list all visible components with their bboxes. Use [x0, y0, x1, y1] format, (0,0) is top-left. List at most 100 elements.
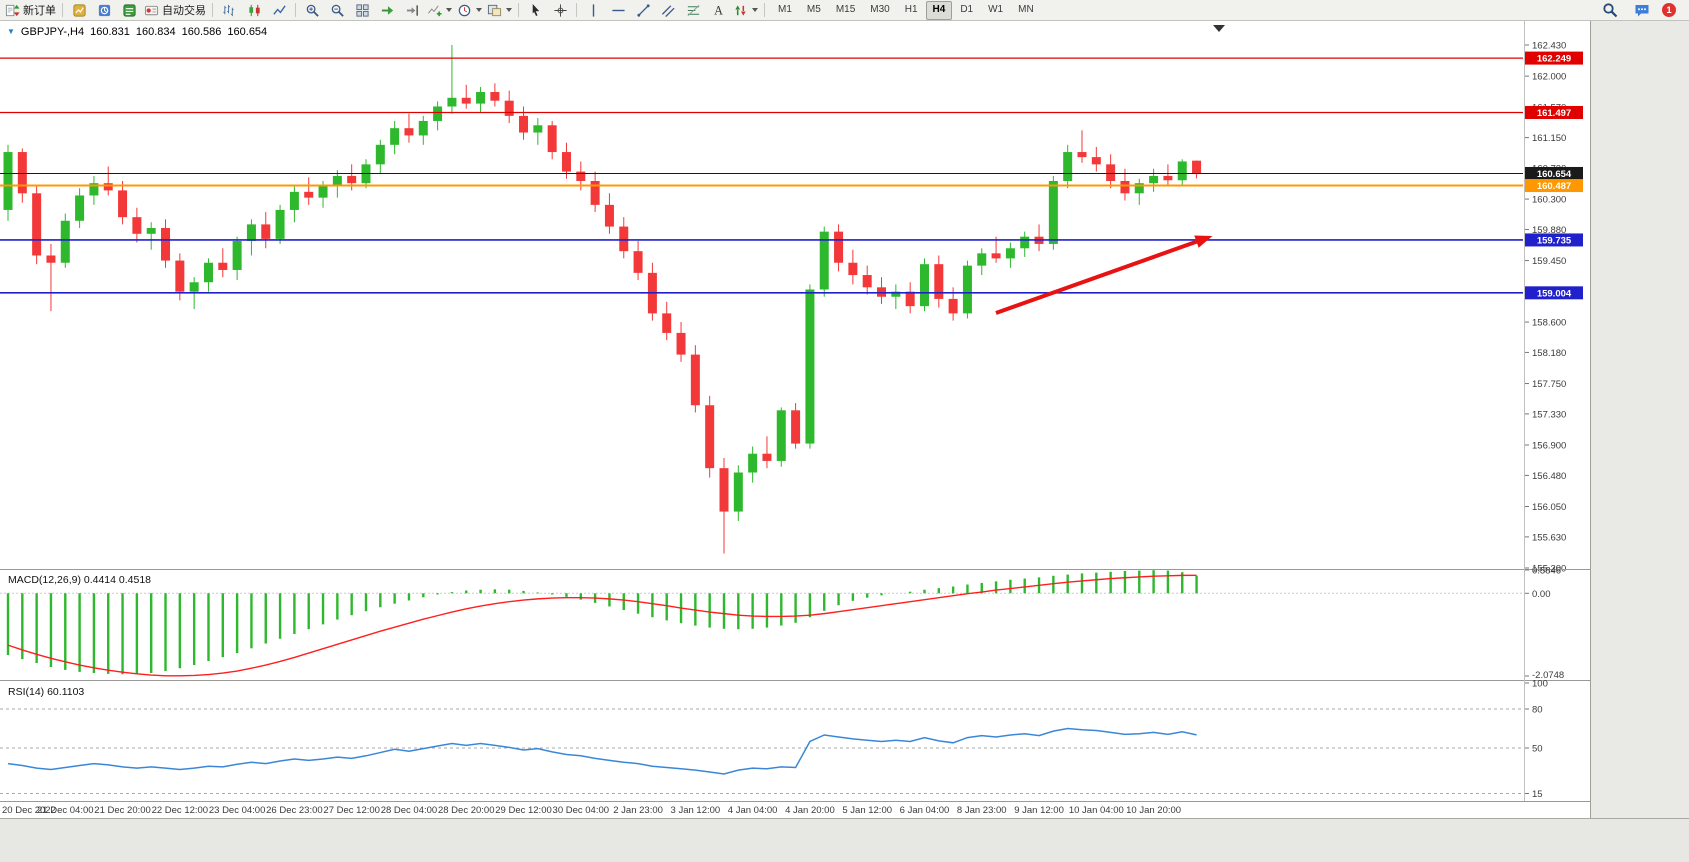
svg-text:15: 15 [1532, 789, 1543, 800]
svg-text:160.654: 160.654 [1537, 169, 1572, 180]
chart-shift-button[interactable] [400, 1, 424, 20]
cursor-icon [528, 3, 543, 18]
timeframe-w1[interactable]: W1 [981, 1, 1010, 20]
terminal-icon [122, 3, 137, 18]
trendline-button[interactable] [631, 1, 655, 20]
notifications-badge[interactable]: 1 [1662, 3, 1676, 17]
autotrading-icon [144, 3, 159, 18]
bars-chart-icon [222, 3, 237, 18]
timeframe-mn[interactable]: MN [1011, 1, 1041, 20]
toolbar-separator [576, 3, 577, 17]
crosshair-icon [553, 3, 568, 18]
candles-chart-button[interactable] [242, 1, 266, 20]
chat-button[interactable] [1630, 1, 1654, 20]
fibonacci-icon [686, 3, 701, 18]
periods-caret-icon [476, 8, 482, 12]
svg-text:26 Dec 23:00: 26 Dec 23:00 [266, 805, 323, 816]
bars-chart-button[interactable] [217, 1, 241, 20]
quick-trade-collapse-icon[interactable]: ▼ [7, 28, 15, 36]
svg-text:0.00: 0.00 [1532, 589, 1551, 600]
channel-button[interactable] [656, 1, 680, 20]
time-axis: 20 Dec 202221 Dec 04:0021 Dec 20:0022 De… [2, 805, 1181, 816]
timeframe-h4[interactable]: H4 [926, 1, 953, 20]
navigator-button[interactable] [92, 1, 116, 20]
chart-shift-marker[interactable] [1213, 25, 1225, 32]
toolbar-right-group: 1 [1598, 1, 1686, 20]
svg-text:10 Jan 04:00: 10 Jan 04:00 [1069, 805, 1124, 816]
chart-shift-icon [405, 3, 420, 18]
crosshair-button[interactable] [548, 1, 572, 20]
vertical-line-button[interactable] [581, 1, 605, 20]
timeframe-h1[interactable]: H1 [898, 1, 925, 20]
svg-text:156.480: 156.480 [1532, 471, 1566, 482]
line-chart-button[interactable] [267, 1, 291, 20]
market-watch-icon [72, 3, 87, 18]
timeframe-d1[interactable]: D1 [953, 1, 980, 20]
zoom-out-icon [330, 3, 345, 18]
macd-label: MACD(12,26,9) 0.4414 0.4518 [8, 574, 151, 586]
indicators-button[interactable] [425, 1, 454, 20]
timeframe-m1[interactable]: M1 [771, 1, 799, 20]
horizontal-lines[interactable] [0, 58, 1523, 293]
autotrading-button[interactable]: 自动交易 [142, 1, 208, 20]
svg-text:10 Jan 20:00: 10 Jan 20:00 [1126, 805, 1181, 816]
text-button[interactable]: A [706, 1, 730, 20]
channel-icon [661, 3, 676, 18]
svg-text:80: 80 [1532, 705, 1543, 716]
search-button[interactable] [1598, 1, 1622, 20]
zoom-out-button[interactable] [325, 1, 349, 20]
symbol-period-label: GBPJPY-,H4 [21, 26, 84, 38]
svg-text:4 Jan 20:00: 4 Jan 20:00 [785, 805, 835, 816]
ohlc-high: 160.834 [136, 26, 176, 38]
svg-text:156.900: 156.900 [1532, 441, 1566, 452]
arrows-icon [733, 3, 748, 18]
timeframe-group: M1M5M15M30H1H4D1W1MN [771, 1, 1041, 20]
cursor-button[interactable] [523, 1, 547, 20]
periods-button[interactable] [455, 1, 484, 20]
svg-text:5 Jan 12:00: 5 Jan 12:00 [842, 805, 892, 816]
timeframe-m5[interactable]: M5 [800, 1, 828, 20]
ohlc-close: 160.654 [227, 26, 267, 38]
svg-text:29 Dec 12:00: 29 Dec 12:00 [495, 805, 552, 816]
ohlc-header: ▼ GBPJPY-,H4 160.831 160.834 160.586 160… [7, 26, 267, 38]
svg-text:3 Jan 12:00: 3 Jan 12:00 [671, 805, 721, 816]
toolbar: 新订单 自动交易 [0, 0, 1689, 21]
indicators-icon [427, 3, 442, 18]
timeframe-m30[interactable]: M30 [863, 1, 896, 20]
autotrading-label: 自动交易 [162, 2, 206, 18]
new-order-icon [5, 3, 20, 18]
svg-text:22 Dec 12:00: 22 Dec 12:00 [152, 805, 209, 816]
main-chart-svg[interactable]: 162.430162.000161.570161.150160.730160.3… [0, 21, 1590, 818]
svg-text:A: A [714, 3, 723, 17]
auto-scroll-button[interactable] [375, 1, 399, 20]
tile-windows-button[interactable] [350, 1, 374, 20]
arrows-button[interactable] [731, 1, 760, 20]
terminal-button[interactable] [117, 1, 141, 20]
svg-text:156.050: 156.050 [1532, 502, 1566, 513]
navigator-icon [97, 3, 112, 18]
horizontal-line-button[interactable] [606, 1, 630, 20]
chart-window[interactable]: 162.430162.000161.570161.150160.730160.3… [0, 21, 1591, 818]
macd-histogram [8, 570, 1197, 674]
horizontal-line-icon [611, 3, 626, 18]
search-icon [1602, 2, 1618, 18]
templates-button[interactable] [485, 1, 514, 20]
svg-text:50: 50 [1532, 744, 1543, 755]
market-watch-button[interactable] [67, 1, 91, 20]
new-order-button[interactable]: 新订单 [3, 1, 58, 20]
toolbar-separator [212, 3, 213, 17]
toolbar-separator [518, 3, 519, 17]
timeframe-m15[interactable]: M15 [829, 1, 862, 20]
workspace-background [0, 818, 1689, 862]
svg-text:28 Dec 20:00: 28 Dec 20:00 [438, 805, 495, 816]
zoom-in-button[interactable] [300, 1, 324, 20]
svg-text:21 Dec 20:00: 21 Dec 20:00 [94, 805, 151, 816]
tile-windows-icon [355, 3, 370, 18]
svg-text:4 Jan 04:00: 4 Jan 04:00 [728, 805, 778, 816]
svg-text:9 Jan 12:00: 9 Jan 12:00 [1014, 805, 1064, 816]
fibonacci-button[interactable] [681, 1, 705, 20]
ohlc-open: 160.831 [90, 26, 130, 38]
candles [4, 45, 1202, 554]
svg-text:162.000: 162.000 [1532, 72, 1566, 83]
macd-signal-line [8, 575, 1197, 676]
